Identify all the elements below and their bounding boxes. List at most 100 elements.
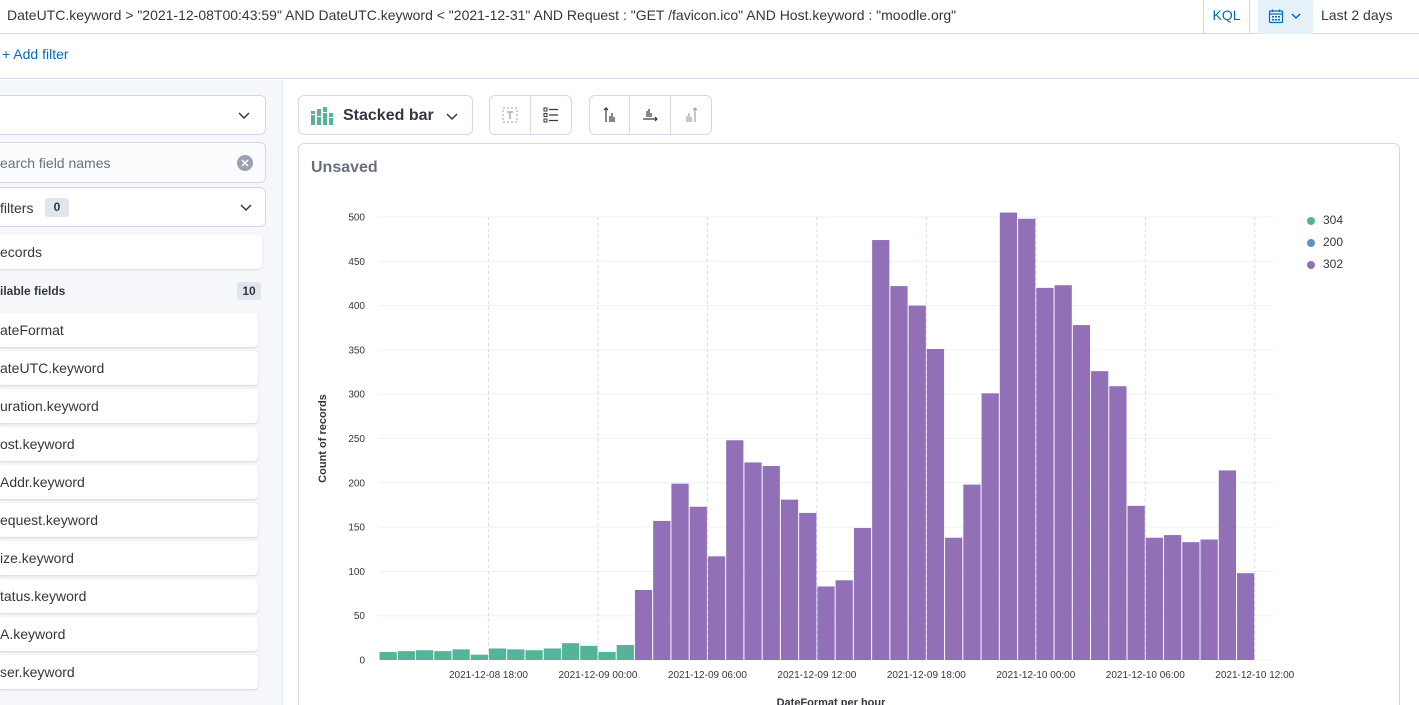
bar-302[interactable]	[780, 499, 799, 660]
bar-302[interactable]	[799, 512, 817, 660]
bar-302[interactable]	[707, 556, 726, 660]
field-filters-toggle[interactable]: filters 0	[0, 187, 266, 227]
bar-302[interactable]	[1182, 542, 1200, 660]
bar-302[interactable]	[1145, 537, 1164, 660]
bar-302[interactable]	[1018, 218, 1036, 660]
bar-302[interactable]	[817, 586, 835, 660]
x-tick-label: 2021-12-10 00:00	[996, 670, 1075, 681]
bar-304[interactable]	[580, 645, 598, 660]
bar-304[interactable]	[543, 648, 561, 660]
bar-304[interactable]	[379, 652, 397, 660]
date-picker-button[interactable]	[1258, 0, 1313, 34]
field-item-label: ost.keyword	[0, 436, 75, 452]
bar-302[interactable]	[963, 484, 981, 660]
bar-302[interactable]	[853, 527, 872, 660]
bar-304[interactable]	[415, 650, 434, 660]
text-labels-icon	[502, 107, 518, 123]
x-tick-label: 2021-12-09 06:00	[668, 670, 747, 681]
legend-label: 302	[1323, 257, 1344, 271]
filter-bar: + Add filter	[0, 35, 1419, 79]
available-fields-heading[interactable]: ilable fields	[0, 284, 66, 298]
stacked-bar-chart[interactable]: 0 50 100 150 200 250 300 350 400 450 500 2021-12-08…	[299, 144, 1399, 705]
bar-302[interactable]	[689, 506, 707, 660]
bar-302[interactable]	[1218, 470, 1237, 660]
field-item[interactable]: equest.keyword	[0, 503, 258, 537]
legend-item-200[interactable]: 200	[1305, 234, 1385, 256]
field-item-label: ize.keyword	[0, 550, 74, 566]
bar-302[interactable]	[890, 286, 908, 660]
field-item[interactable]: ser.keyword	[0, 655, 258, 689]
field-item[interactable]: Addr.keyword	[0, 465, 258, 499]
field-search-placeholder: earch field names	[0, 155, 111, 171]
field-item[interactable]: ateUTC.keyword	[0, 351, 258, 385]
left-axis-icon	[603, 107, 615, 122]
bar-304[interactable]	[525, 650, 543, 660]
right-axis-settings-button[interactable]	[671, 96, 711, 134]
legend-item-302[interactable]: 302	[1305, 256, 1385, 278]
query-bar: DateUTC.keyword > "2021-12-08T00:43:59" …	[0, 0, 1419, 34]
chart-type-switcher[interactable]: Stacked bar	[298, 95, 473, 135]
bar-302[interactable]	[835, 580, 853, 660]
field-item[interactable]: uration.keyword	[0, 389, 258, 423]
bar-302[interactable]	[744, 462, 762, 660]
x-axis-title: DateFormat per hour	[777, 697, 887, 705]
bar-302[interactable]	[1036, 287, 1054, 660]
records-field[interactable]: ecords	[0, 235, 262, 269]
bar-304[interactable]	[507, 649, 525, 660]
date-range-display[interactable]: Last 2 days	[1321, 7, 1393, 23]
field-item[interactable]: A.keyword	[0, 617, 258, 651]
bar-302[interactable]	[671, 483, 689, 660]
legend-item-304[interactable]: 304	[1305, 212, 1385, 234]
add-filter-button[interactable]: + Add filter	[2, 46, 69, 62]
bar-302[interactable]	[872, 240, 890, 660]
field-search-input[interactable]: earch field names	[0, 142, 266, 183]
field-item[interactable]: tatus.keyword	[0, 579, 258, 613]
bar-302[interactable]	[945, 537, 963, 660]
bar-302[interactable]	[1091, 371, 1109, 660]
bar-302[interactable]	[762, 465, 780, 660]
bar-302[interactable]	[981, 393, 999, 660]
legend-settings-button[interactable]	[531, 96, 572, 134]
bar-302[interactable]	[1200, 539, 1218, 660]
bar-302[interactable]	[1164, 535, 1182, 660]
index-pattern-select[interactable]	[0, 95, 266, 135]
bar-302[interactable]	[908, 305, 926, 660]
bar-302[interactable]	[926, 349, 945, 660]
bar-302[interactable]	[1127, 505, 1145, 660]
field-filters-count-badge: 0	[45, 198, 69, 217]
bar-302[interactable]	[1237, 573, 1255, 660]
labels-settings-button[interactable]	[490, 96, 531, 134]
bar-304[interactable]	[598, 652, 616, 660]
left-axis-settings-button[interactable]	[590, 96, 631, 134]
query-language-button[interactable]: KQL	[1203, 0, 1250, 34]
bar-302[interactable]	[726, 440, 744, 660]
y-tick-label: 50	[354, 611, 366, 622]
clear-icon[interactable]	[237, 155, 253, 171]
bar-304[interactable]	[434, 651, 452, 660]
field-item[interactable]: ize.keyword	[0, 541, 258, 575]
bar-302[interactable]	[999, 212, 1018, 660]
y-tick-label: 100	[348, 567, 365, 578]
bar-304[interactable]	[561, 643, 580, 660]
bottom-axis-settings-button[interactable]	[630, 96, 671, 134]
field-item[interactable]: ateFormat	[0, 313, 258, 347]
chart-title: Unsaved	[311, 159, 378, 176]
bar-304[interactable]	[616, 644, 634, 660]
bar-302[interactable]	[1054, 285, 1072, 660]
bar-302[interactable]	[1072, 325, 1091, 660]
bar-302[interactable]	[634, 590, 653, 660]
stacked-bar-chart-icon	[311, 107, 333, 125]
axis-settings-button-group	[589, 95, 712, 135]
query-input[interactable]: DateUTC.keyword > "2021-12-08T00:43:59" …	[7, 7, 957, 23]
bar-304[interactable]	[488, 648, 507, 660]
bar-304[interactable]	[470, 654, 488, 660]
legend-label: 304	[1323, 213, 1344, 227]
bar-302[interactable]	[1109, 386, 1127, 660]
field-sidebar: earch field names filters 0 ecords ilabl…	[0, 80, 283, 705]
bar-304[interactable]	[452, 649, 470, 660]
chevron-down-icon	[240, 204, 252, 212]
bar-304[interactable]	[397, 651, 415, 660]
bar-302[interactable]	[653, 520, 671, 660]
field-item[interactable]: ost.keyword	[0, 427, 258, 461]
chart-panel: Unsaved 0 50 100 150 200 250 300 350 400 450 500 20…	[298, 143, 1400, 705]
